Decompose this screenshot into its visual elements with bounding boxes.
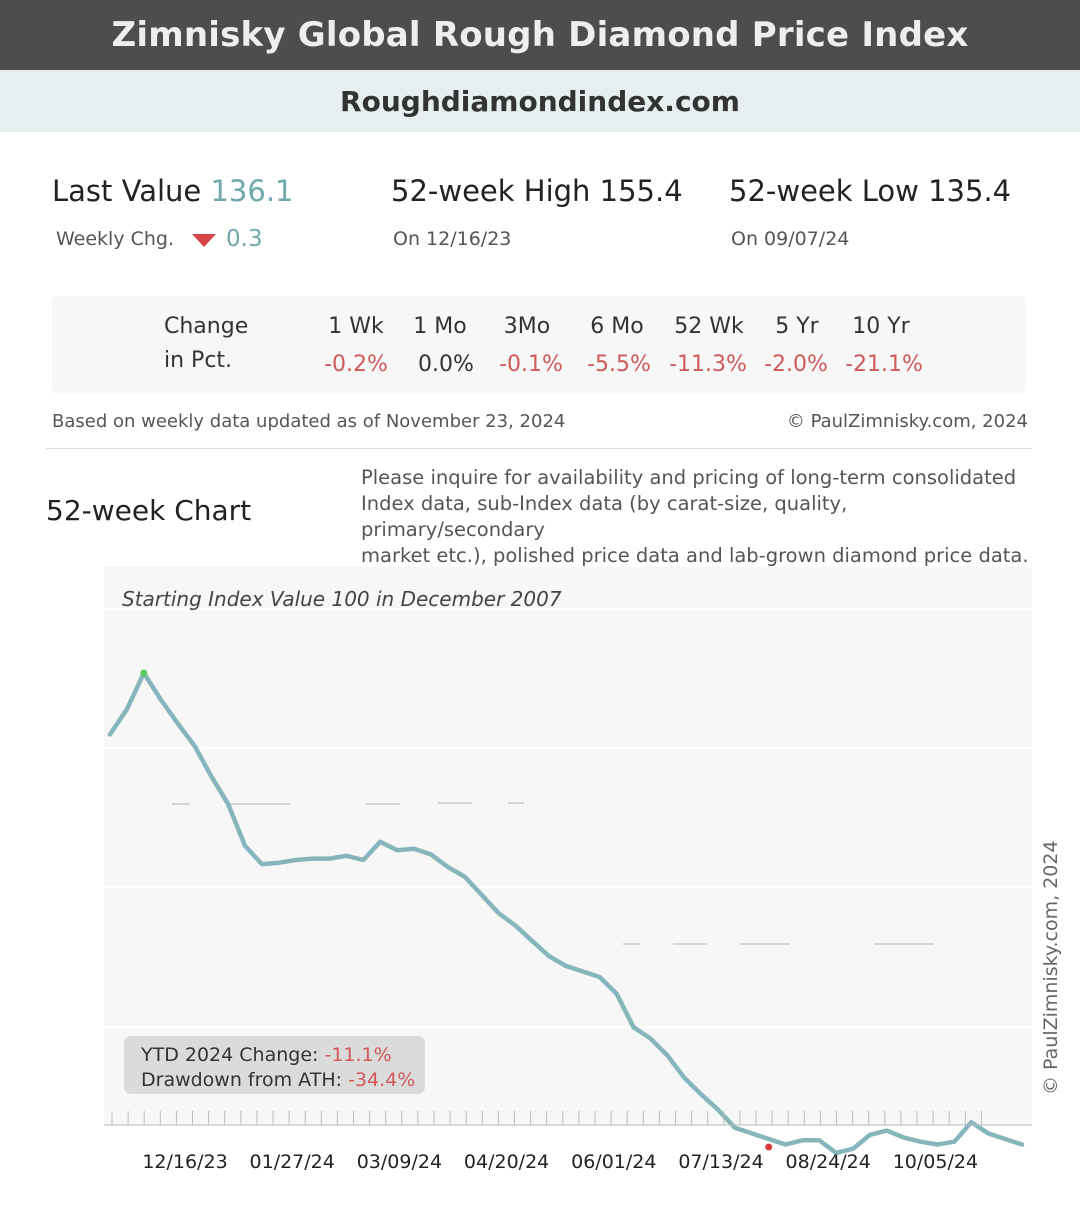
- chart-subtitle: Starting Index Value 100 in December 200…: [122, 587, 562, 611]
- vertical-credit: © PaulZimnisky.com, 2024: [1040, 840, 1062, 1095]
- x-tick-label: 03/09/24: [357, 1151, 442, 1173]
- series-line: [107, 670, 1025, 1156]
- pct-1wk: -0.2%: [324, 352, 388, 377]
- last-value: 136.1: [210, 174, 294, 208]
- high-date: On 12/16/23: [393, 228, 512, 250]
- drawdown-annotation: Drawdown from ATH: -34.4%: [141, 1069, 415, 1091]
- high-point-marker: [140, 669, 148, 677]
- period-3mo: 3Mo: [503, 314, 551, 339]
- pct-6mo: -5.5%: [587, 352, 651, 377]
- pct-5yr: -2.0%: [764, 352, 828, 377]
- ytd-value: -11.1%: [324, 1044, 391, 1066]
- page-title: Zimnisky Global Rough Diamond Price Inde…: [111, 15, 969, 55]
- low-value: 135.4: [928, 174, 1012, 208]
- update-footnote: Based on weekly data updated as of Novem…: [52, 411, 566, 432]
- low-stat: 52-week Low 135.4: [729, 174, 1011, 208]
- inquire-line: market etc.), polished price data and la…: [361, 544, 1029, 567]
- title-bar: Zimnisky Global Rough Diamond Price Inde…: [0, 0, 1080, 70]
- drawdown-label: Drawdown from ATH:: [141, 1069, 342, 1091]
- inquire-line: Please inquire for availability and pric…: [361, 466, 1017, 489]
- period-6mo: 6 Mo: [590, 314, 644, 339]
- divider: [46, 448, 1032, 449]
- inquire-text: Please inquire for availability and pric…: [361, 465, 1037, 569]
- reference-dashes: [172, 802, 934, 945]
- inquire-line: Index data, sub-Index data (by carat-siz…: [361, 492, 848, 541]
- site-link[interactable]: Roughdiamondindex.com: [340, 84, 740, 118]
- period-5yr: 5 Yr: [775, 314, 819, 339]
- chart-grid: [104, 608, 1032, 1029]
- x-tick-label: 12/16/23: [142, 1151, 227, 1173]
- chart-heading: 52-week Chart: [46, 494, 252, 527]
- x-minor-ticks: [111, 1111, 982, 1125]
- low-label: 52-week Low: [729, 174, 919, 208]
- weekly-chg-label: Weekly Chg.: [56, 228, 175, 250]
- x-tick-label: 06/01/24: [571, 1151, 656, 1173]
- high-stat: 52-week High 155.4: [391, 174, 683, 208]
- pct-3mo: -0.1%: [499, 352, 563, 377]
- period-1wk: 1 Wk: [328, 314, 384, 339]
- period-52wk: 52 Wk: [674, 314, 744, 339]
- x-tick-label: 10/05/24: [893, 1151, 978, 1173]
- annotation-box: [124, 1036, 425, 1094]
- drawdown-value: -34.4%: [348, 1069, 415, 1091]
- low-point-marker: [765, 1143, 773, 1151]
- x-tick-label: 07/13/24: [678, 1151, 763, 1173]
- low-date: On 09/07/24: [731, 228, 850, 250]
- copyright-text: © PaulZimnisky.com, 2024: [786, 411, 1028, 432]
- high-label: 52-week High: [391, 174, 591, 208]
- last-value-stat: Last Value 136.1: [52, 174, 294, 208]
- ytd-annotation: YTD 2024 Change: -11.1%: [140, 1044, 392, 1066]
- high-value: 155.4: [599, 174, 683, 208]
- ytd-label: YTD 2024 Change:: [140, 1044, 318, 1066]
- chart-background: [104, 567, 1032, 1125]
- period-10yr: 10 Yr: [852, 314, 910, 339]
- change-label-line2: in Pct.: [164, 348, 233, 373]
- down-arrow-icon: [192, 234, 216, 247]
- x-tick-label: 08/24/24: [786, 1151, 871, 1173]
- site-bar: Roughdiamondindex.com: [0, 70, 1080, 132]
- last-value-label: Last Value: [52, 174, 202, 208]
- x-tick-label: 01/27/24: [250, 1151, 335, 1173]
- x-tick-labels: 12/16/23 01/27/24 03/09/24 04/20/24 06/01/24…: [142, 1151, 978, 1173]
- change-table: Change in Pct. 1 Wk 1 Mo 3Mo 6 Mo 52 Wk …: [52, 296, 1026, 394]
- x-tick-label: 04/20/24: [464, 1151, 549, 1173]
- change-label: Change in Pct.: [164, 310, 248, 378]
- period-1mo: 1 Mo: [413, 314, 467, 339]
- pct-1mo: 0.0%: [418, 352, 474, 377]
- pct-10yr: -21.1%: [845, 352, 923, 377]
- weekly-chg-value: 0.3: [226, 226, 263, 252]
- pct-52wk: -11.3%: [669, 352, 747, 377]
- change-label-line1: Change: [164, 314, 249, 339]
